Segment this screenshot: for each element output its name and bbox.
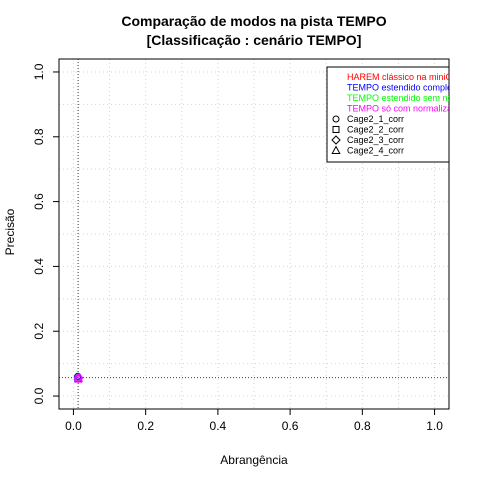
legend-item-run: Cage2_1_corr: [347, 114, 404, 124]
y-tick-label: 0.8: [32, 128, 46, 145]
y-tick-label: 0.2: [32, 323, 46, 340]
legend-item-run: Cage2_4_corr: [347, 146, 404, 156]
legend-symbol-square: [332, 126, 340, 133]
x-tick-label: 1.0: [426, 419, 443, 433]
y-tick-label: 1.0: [32, 63, 46, 80]
legend-item-mode: TEMPO estendido sem no: [347, 93, 453, 103]
data-point: [74, 373, 84, 383]
chart-title-line-1: Comparação de modos na pista TEMPO: [121, 13, 386, 29]
x-axis-label: Abrangência: [220, 453, 288, 467]
y-tick-label: 0.4: [32, 258, 46, 275]
legend-symbol-circle: [332, 115, 340, 123]
legend-box: [326, 66, 450, 163]
x-tick-label: 0.0: [65, 419, 82, 433]
legend-item-run: Cage2_2_corr: [347, 125, 404, 135]
legend-symbol-triangle: [331, 145, 341, 154]
reference-lines: [59, 59, 449, 409]
legend-symbol-diamond: [331, 135, 341, 145]
y-tick-label: 0.0: [32, 387, 46, 404]
x-tick-label: 0.8: [354, 419, 371, 433]
legend-item-mode: TEMPO estendido comple: [347, 83, 452, 93]
x-tick-label: 0.2: [137, 419, 154, 433]
legend-item-mode: TEMPO só com normaliza: [347, 104, 452, 114]
x-tick-label: 0.4: [210, 419, 227, 433]
y-axis: 0.0 0.2 0.4 0.6 0.8 1.0: [32, 63, 60, 404]
legend-item-mode: HAREM clássico na miniC: [347, 72, 453, 82]
data-points: [73, 372, 84, 383]
x-axis: 0.0 0.2 0.4 0.6 0.8 1.0: [65, 408, 443, 433]
grid: [59, 59, 449, 409]
x-tick-label: 0.6: [282, 419, 299, 433]
y-tick-label: 0.6: [32, 193, 46, 210]
chart-title-line-2: [Classificação : cenário TEMPO]: [147, 32, 362, 48]
legend-item-run: Cage2_3_corr: [347, 135, 404, 145]
y-axis-label: Precisão: [3, 208, 17, 255]
